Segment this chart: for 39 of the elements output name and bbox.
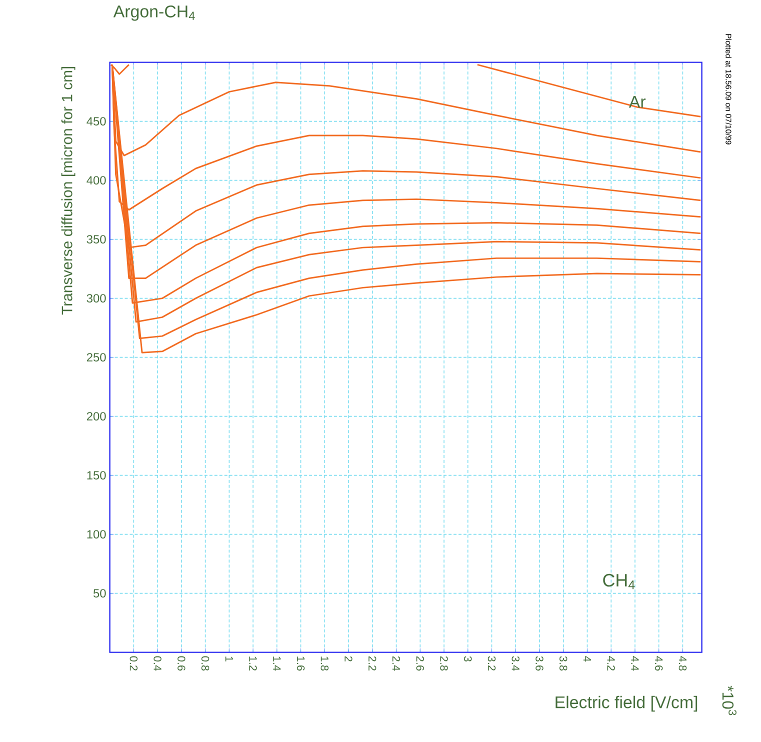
x-tick-label: 4.2 <box>607 656 615 671</box>
x-tick-label: 0.4 <box>154 656 162 671</box>
x-tick-label: 1.6 <box>296 656 305 671</box>
x-tick-label: 2.4 <box>392 656 400 671</box>
x-tick-label: 3 <box>464 656 472 662</box>
x-tick-label: 4.6 <box>654 656 663 671</box>
annotation: Ar <box>628 96 646 108</box>
x-tick-label: 1.8 <box>320 656 329 671</box>
y-tick-label: 200 <box>86 412 106 421</box>
x-tick-label: 1.2 <box>249 656 257 671</box>
y-tick-label: 400 <box>86 176 106 185</box>
x-tick-label: 2.8 <box>440 656 448 671</box>
chart-title: Argon-CH$_{4}$ <box>113 5 195 21</box>
x-tick-label: 3.8 <box>559 656 568 671</box>
y-tick-label: 100 <box>87 530 106 539</box>
y-axis-title: Transverse diffusion [micron for 1 cm] <box>61 66 76 315</box>
text: *10$^{3}$ <box>722 686 736 716</box>
y-tick-label: 450 <box>86 117 106 126</box>
x-tick-label: 4.4 <box>631 656 639 671</box>
x-tick-label: 4.8 <box>678 656 687 671</box>
x-tick-label: 0.8 <box>201 656 210 671</box>
x-tick-label: 1.4 <box>273 656 281 671</box>
x-tick-label: 3.6 <box>536 656 544 671</box>
x-tick-label: 4 <box>583 656 591 662</box>
y-tick-label: 150 <box>87 471 106 480</box>
x-tick-label: 0.6 <box>178 656 186 671</box>
x-tick-label: 3.2 <box>488 656 496 671</box>
x-tick-label: 2.2 <box>368 656 376 671</box>
x-tick-label: 1 <box>225 656 233 662</box>
y-tick-label: 250 <box>86 353 106 362</box>
y-tick-label: 50 <box>93 589 106 598</box>
y-tick-label: 350 <box>86 235 106 244</box>
x-axis-title: Electric field [V/cm] <box>556 696 698 712</box>
y-tick-label: 300 <box>86 294 106 303</box>
x-tick-label: 2.6 <box>416 656 424 671</box>
x-tick-label: 0.2 <box>130 656 138 671</box>
x-tick-label: 3.4 <box>512 656 520 671</box>
annotation: CH$_{4}$ <box>603 574 635 590</box>
x-tick-label: 2 <box>344 656 352 662</box>
